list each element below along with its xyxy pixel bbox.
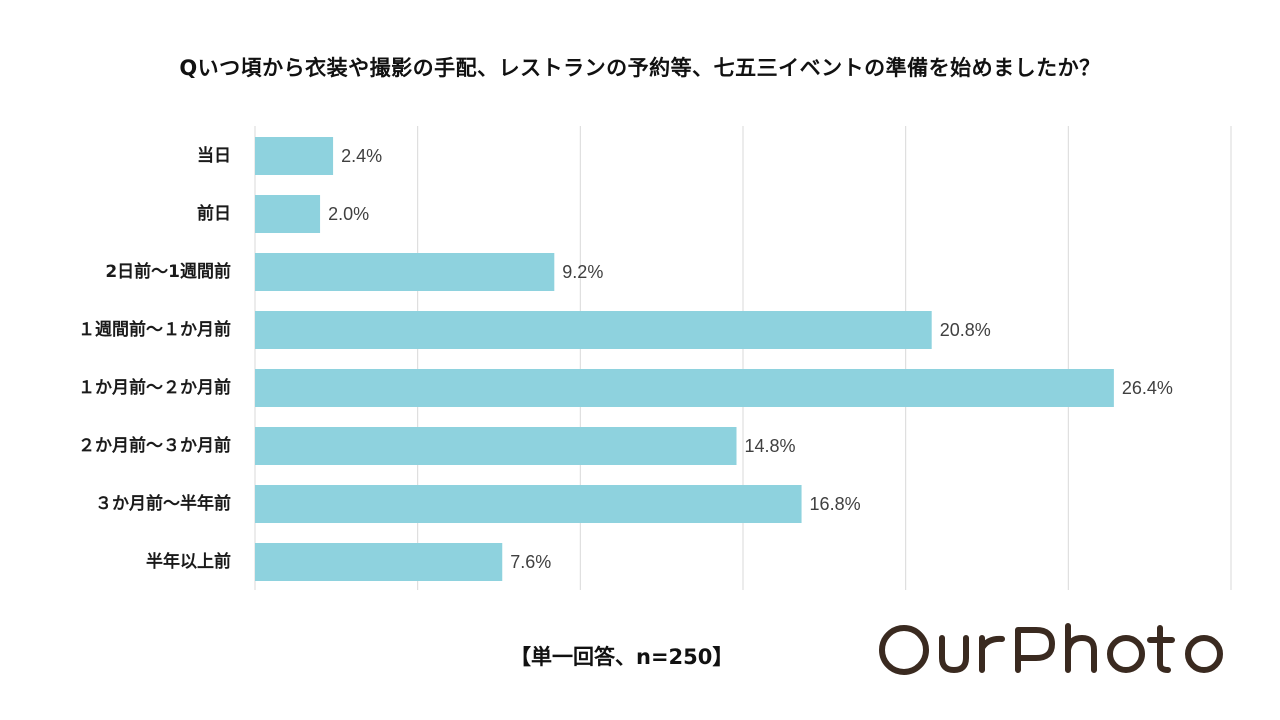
bar — [255, 369, 1114, 407]
value-label: 2.4% — [341, 146, 382, 166]
category-label: １か月前～２か月前 — [78, 377, 231, 398]
category-label: ３か月前～半年前 — [95, 493, 231, 514]
bar — [255, 543, 503, 581]
value-label: 7.6% — [510, 552, 551, 572]
value-label: 26.4% — [1122, 378, 1173, 398]
bar — [255, 311, 932, 349]
value-label: 20.8% — [940, 320, 991, 340]
bar — [255, 137, 334, 175]
category-label: 2日前～1週間前 — [105, 261, 231, 282]
bar — [255, 253, 555, 291]
category-label: 前日 — [197, 203, 231, 224]
category-label: 半年以上前 — [146, 551, 231, 572]
category-label: 当日 — [197, 145, 231, 166]
value-label: 16.8% — [810, 494, 861, 514]
value-label: 9.2% — [562, 262, 603, 282]
bar — [255, 195, 321, 233]
chart-title: Qいつ頃から衣装や撮影の手配、レストランの予約等、七五三イベントの準備を始めまし… — [179, 56, 1101, 80]
value-label: 14.8% — [744, 436, 795, 456]
bar — [255, 485, 802, 523]
bars — [255, 137, 1114, 581]
value-label: 2.0% — [328, 204, 369, 224]
sample-size-note: 【単一回答、n=250】 — [510, 645, 734, 669]
category-label: １週間前～１か月前 — [78, 319, 231, 340]
category-label: ２か月前～３か月前 — [78, 435, 231, 456]
value-labels: 2.4% 2.0% 9.2% 20.8% 26.4% 14.8% 16.8% 7.6% — [328, 146, 1173, 572]
ourphoto-logo — [876, 620, 1226, 684]
bar — [255, 427, 737, 465]
